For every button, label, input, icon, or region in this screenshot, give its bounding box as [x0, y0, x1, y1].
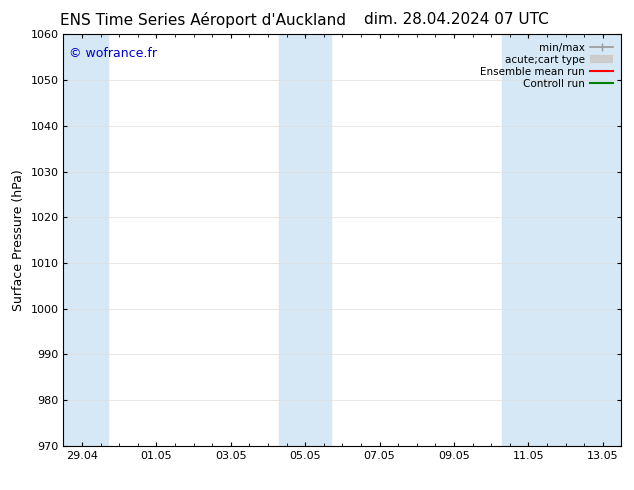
Bar: [63, 34, 108, 446]
Text: © wofrance.fr: © wofrance.fr: [69, 47, 157, 60]
Bar: [502, 34, 621, 446]
Text: dim. 28.04.2024 07 UTC: dim. 28.04.2024 07 UTC: [364, 12, 549, 27]
Text: ENS Time Series Aéroport d'Auckland: ENS Time Series Aéroport d'Auckland: [60, 12, 346, 28]
Y-axis label: Surface Pressure (hPa): Surface Pressure (hPa): [12, 169, 25, 311]
Bar: [279, 34, 331, 446]
Legend: min/max, acute;cart type, Ensemble mean run, Controll run: min/max, acute;cart type, Ensemble mean …: [477, 40, 616, 92]
